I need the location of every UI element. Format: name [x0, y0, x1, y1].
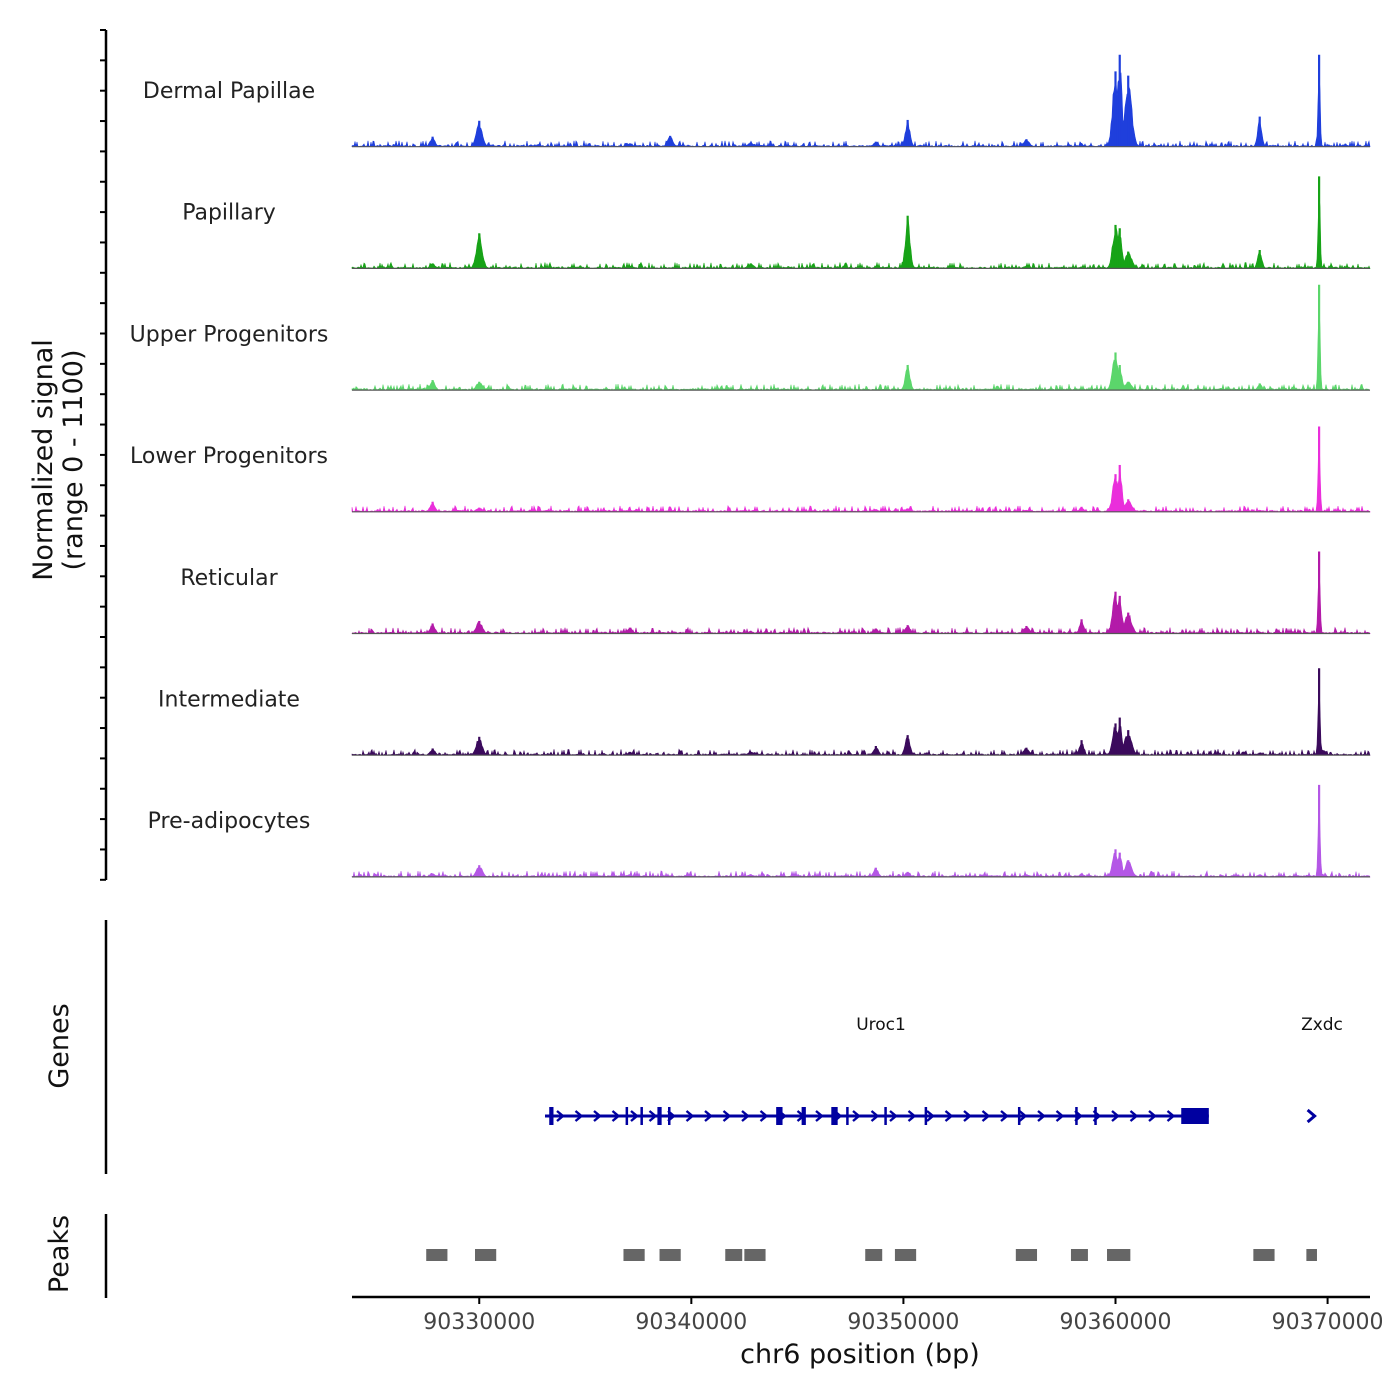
coverage-track-intermediate: Intermediate: [158, 668, 1371, 757]
strand-arrow: [963, 1110, 972, 1122]
strand-arrow: [870, 1110, 880, 1122]
exon: [668, 1107, 671, 1125]
exon: [1075, 1107, 1078, 1125]
track-label: Dermal Papillae: [143, 79, 315, 104]
exon: [831, 1107, 838, 1125]
strand-arrow: [926, 1110, 935, 1122]
coverage-area: [351, 427, 1371, 513]
peak-region: [865, 1249, 883, 1261]
exon: [884, 1107, 887, 1125]
peaks-track: [426, 1249, 1317, 1261]
strand-arrow: [852, 1110, 861, 1122]
strand-arrow: [593, 1110, 602, 1122]
strand-arrow: [815, 1110, 824, 1122]
exon: [1094, 1107, 1097, 1125]
peak-region: [1107, 1249, 1131, 1261]
gene-annotation-track: Uroc1 Zxdc: [544, 1015, 1343, 1125]
x-tick-label: 90360000: [1060, 1310, 1172, 1335]
strand-arrow: [1148, 1110, 1157, 1122]
peak-region: [659, 1249, 681, 1261]
peak-region: [725, 1249, 743, 1261]
track-label: Lower Progenitors: [130, 444, 328, 469]
strand-arrow: [1129, 1110, 1139, 1122]
x-tick-label: 90370000: [1272, 1310, 1384, 1335]
coverage-y-axis: [100, 29, 108, 881]
strand-arrow: [1111, 1110, 1120, 1122]
peak-region: [426, 1249, 448, 1261]
strand-arrow: [1000, 1110, 1009, 1122]
track-label: Intermediate: [158, 688, 300, 713]
strand-arrow: [944, 1110, 954, 1122]
coverage-track-pre-adipocytes: Pre-adipocytes: [148, 784, 1371, 878]
y-axis-label-line1: Normalized signal: [28, 339, 59, 581]
coverage-area: [351, 192, 1371, 270]
peak-region: [623, 1249, 645, 1261]
coverage-area: [351, 787, 1371, 878]
gene-label: Uroc1: [856, 1015, 906, 1035]
x-axis-label: chr6 position (bp): [740, 1339, 980, 1370]
exon: [657, 1107, 662, 1125]
exon: [801, 1107, 806, 1125]
strand-arrow: [907, 1110, 917, 1122]
coverage-area: [351, 70, 1371, 148]
coverage-track-upper-progenitors: Upper Progenitors: [130, 284, 1371, 392]
track-label: Papillary: [182, 201, 276, 226]
coverage-area: [351, 304, 1371, 392]
exon: [640, 1107, 643, 1125]
strand-arrow: [611, 1110, 621, 1122]
strand-arrow: [1166, 1110, 1176, 1122]
x-tick-label: 90340000: [635, 1310, 747, 1335]
gene-zxdc: Zxdc: [1301, 1015, 1343, 1124]
strand-arrow: [889, 1110, 898, 1122]
peak-region: [744, 1249, 766, 1261]
exon: [846, 1107, 849, 1125]
peak-region: [1015, 1249, 1038, 1261]
coverage-track-reticular: Reticular: [180, 551, 1371, 635]
x-tick-label: 90350000: [847, 1310, 959, 1335]
exon: [776, 1107, 783, 1125]
peaks-track-label: Peaks: [44, 1215, 75, 1293]
exon: [625, 1107, 629, 1125]
strand-arrow: [1018, 1110, 1028, 1122]
y-axis-label-line2: (range 0 - 1100): [58, 350, 89, 571]
coverage-area: [351, 569, 1371, 635]
peak-region: [475, 1249, 497, 1261]
strand-arrow: [741, 1110, 750, 1122]
coverage-track-papillary: Papillary: [182, 176, 1371, 270]
strand-arrow: [981, 1110, 991, 1122]
peak-region: [1070, 1249, 1088, 1261]
track-label: Reticular: [180, 566, 278, 591]
strand-arrow: [1055, 1110, 1065, 1122]
strand-arrow: [556, 1110, 565, 1122]
track-label: Pre-adipocytes: [148, 809, 311, 834]
strand-arrow: [1037, 1110, 1046, 1122]
strand-arrow: [704, 1110, 713, 1122]
coverage-tracks: Dermal Papillae Papillary Upper Progenitor…: [130, 54, 1371, 878]
coverage-track-dermal-papillae: Dermal Papillae: [143, 54, 1371, 148]
exon: [549, 1107, 554, 1125]
strand-arrow: [759, 1110, 769, 1122]
exon: [1017, 1107, 1021, 1125]
gene-uroc1: Uroc1: [544, 1015, 1209, 1125]
peak-region: [894, 1249, 917, 1261]
strand-arrow: [685, 1110, 695, 1122]
peak-region: [1253, 1249, 1275, 1261]
track-label: Upper Progenitors: [130, 322, 329, 347]
peak-region: [1306, 1249, 1317, 1261]
coverage-track-lower-progenitors: Lower Progenitors: [130, 426, 1371, 513]
genes-track-label: Genes: [44, 1003, 75, 1088]
strand-arrow: [574, 1110, 584, 1122]
x-axis: 90330000 90340000 90350000 90360000 90370000: [352, 1295, 1384, 1335]
exon: [1181, 1108, 1209, 1124]
exon: [924, 1107, 928, 1125]
gene-label: Zxdc: [1301, 1015, 1343, 1035]
strand-arrow: [630, 1110, 639, 1122]
coverage-area: [351, 678, 1371, 757]
x-tick-label: 90330000: [423, 1310, 535, 1335]
strand-arrow: [1306, 1108, 1317, 1124]
strand-arrow: [648, 1110, 658, 1122]
strand-arrow: [722, 1110, 732, 1122]
